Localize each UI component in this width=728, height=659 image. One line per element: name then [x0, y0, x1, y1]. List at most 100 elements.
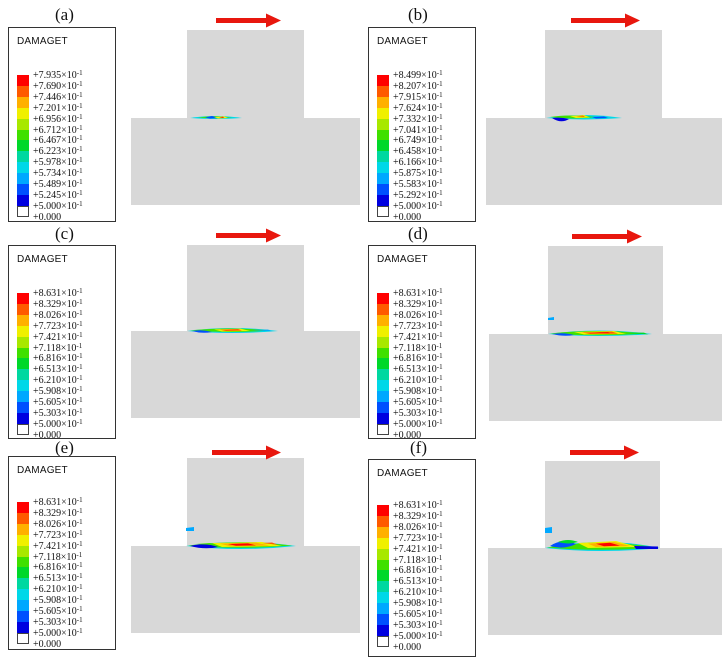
legend-title: DAMAGET	[17, 465, 68, 476]
lower-block	[131, 331, 360, 418]
legend-swatch	[17, 314, 29, 326]
legend-swatch	[377, 526, 389, 538]
legend-swatch	[17, 423, 29, 435]
legend-value: +5.875×10-1	[393, 167, 443, 180]
legend-swatch	[17, 402, 29, 414]
legend-swatch	[377, 559, 389, 571]
damage-zone	[548, 317, 652, 336]
legend: DAMAGET +8.631×10-1 +8.329×10-1 +8.026×10-…	[8, 456, 116, 650]
legend-swatch	[377, 423, 389, 435]
legend-value: +5.605×10-1	[33, 605, 83, 617]
legend-value: +5.908×10-1	[393, 597, 443, 610]
damage-zone	[190, 116, 242, 119]
legend-value: +5.605×10-1	[393, 608, 443, 620]
legend-swatch	[17, 293, 29, 305]
legend-value: +5.000×10-1	[393, 199, 443, 212]
legend-swatch	[377, 570, 389, 582]
legend-swatch	[377, 635, 389, 647]
legend-value: +6.467×10-1	[33, 134, 83, 147]
legend-value: +5.978×10-1	[33, 156, 83, 169]
legend-value: +8.631×10-1	[33, 287, 83, 299]
legend-value: +8.631×10-1	[393, 287, 443, 299]
legend-swatch	[377, 162, 389, 174]
legend-title: DAMAGET	[377, 36, 428, 47]
legend-value: +8.631×10-1	[393, 499, 443, 511]
legend-swatch	[17, 205, 29, 217]
legend-value: +7.723×10-1	[393, 319, 443, 332]
legend-value: +5.000×10-1	[33, 199, 83, 212]
legend-value: +7.915×10-1	[393, 90, 443, 103]
legend-swatch	[17, 173, 29, 185]
legend-value: +7.723×10-1	[393, 531, 443, 544]
upper-block	[187, 245, 304, 333]
upper-block	[187, 30, 304, 120]
legend-swatch	[377, 624, 389, 637]
legend-swatch	[377, 151, 389, 163]
legend-value: +0.000	[33, 211, 62, 223]
legend-swatch	[377, 303, 389, 316]
legend-value: +6.210×10-1	[393, 586, 443, 599]
legend-swatch	[17, 600, 29, 612]
legend-value: +8.329×10-1	[393, 509, 443, 522]
legend-value: +7.935×10-1	[33, 69, 83, 81]
legend-value: +7.421×10-1	[33, 539, 83, 552]
legend-value: +6.513×10-1	[393, 575, 443, 588]
legend-title: DAMAGET	[17, 36, 68, 47]
legend-swatch	[17, 369, 29, 381]
legend-swatch	[377, 505, 389, 517]
legend-swatch	[17, 589, 29, 601]
legend-value: +5.908×10-1	[393, 385, 443, 398]
legend: DAMAGET +8.631×10-1 +8.329×10-1 +8.026×10-…	[8, 245, 116, 441]
legend-swatch	[377, 412, 389, 425]
panel-label: (c)	[55, 224, 74, 243]
legend-value: +0.000	[393, 641, 422, 653]
legend-title: DAMAGET	[377, 254, 428, 265]
legend-swatch	[377, 614, 389, 626]
legend-swatch	[377, 173, 389, 185]
legend-value: +8.631×10-1	[33, 496, 83, 508]
legend-swatch	[377, 336, 389, 348]
legend-swatch	[377, 581, 389, 593]
legend-swatch	[17, 380, 29, 392]
legend-swatch	[17, 632, 29, 644]
legend-value: +5.303×10-1	[393, 618, 443, 631]
legend-value: +7.446×10-1	[33, 90, 83, 103]
legend-value: +8.329×10-1	[393, 297, 443, 310]
panel-d: (d) DAMAGET +8.631×10-1 +8.329×10-1 +8.026…	[364, 219, 728, 441]
legend-swatch	[17, 412, 29, 425]
upper-block	[548, 246, 663, 336]
panel-label: (f)	[410, 438, 427, 457]
legend-swatch	[377, 118, 389, 130]
legend-value: +6.513×10-1	[33, 363, 83, 376]
legend-value: +7.118×10-1	[33, 550, 83, 563]
legend-swatch	[377, 184, 389, 196]
legend-swatch	[17, 325, 29, 337]
upper-block	[187, 458, 304, 548]
legend-title: DAMAGET	[17, 254, 68, 265]
legend-value: +8.026×10-1	[33, 517, 83, 530]
legend-swatch	[17, 85, 29, 98]
lower-block	[486, 118, 722, 205]
legend: DAMAGET +7.935×10-1 +7.690×10-1 +7.446×10-…	[8, 27, 116, 223]
legend-swatch	[377, 603, 389, 615]
legend-value: +8.207×10-1	[393, 79, 443, 92]
legend-swatch	[377, 205, 389, 217]
legend-swatch	[17, 151, 29, 163]
legend-value: +5.303×10-1	[393, 406, 443, 419]
legend-value: +7.624×10-1	[393, 101, 443, 114]
legend-swatch	[377, 325, 389, 337]
legend-value: +8.329×10-1	[33, 506, 83, 519]
contact-model	[488, 445, 722, 635]
legend-value: +0.000	[393, 211, 422, 223]
legend-swatch	[17, 140, 29, 152]
damage-zone	[546, 115, 622, 122]
legend-swatch	[377, 314, 389, 326]
legend-value: +8.026×10-1	[393, 308, 443, 321]
legend-title: DAMAGET	[377, 468, 428, 479]
legend-swatch	[17, 358, 29, 370]
legend-value: +7.118×10-1	[393, 341, 443, 354]
lower-block	[131, 546, 360, 633]
loading-arrow-icon	[571, 13, 640, 28]
legend-swatch	[377, 194, 389, 207]
legend-swatch	[17, 184, 29, 196]
